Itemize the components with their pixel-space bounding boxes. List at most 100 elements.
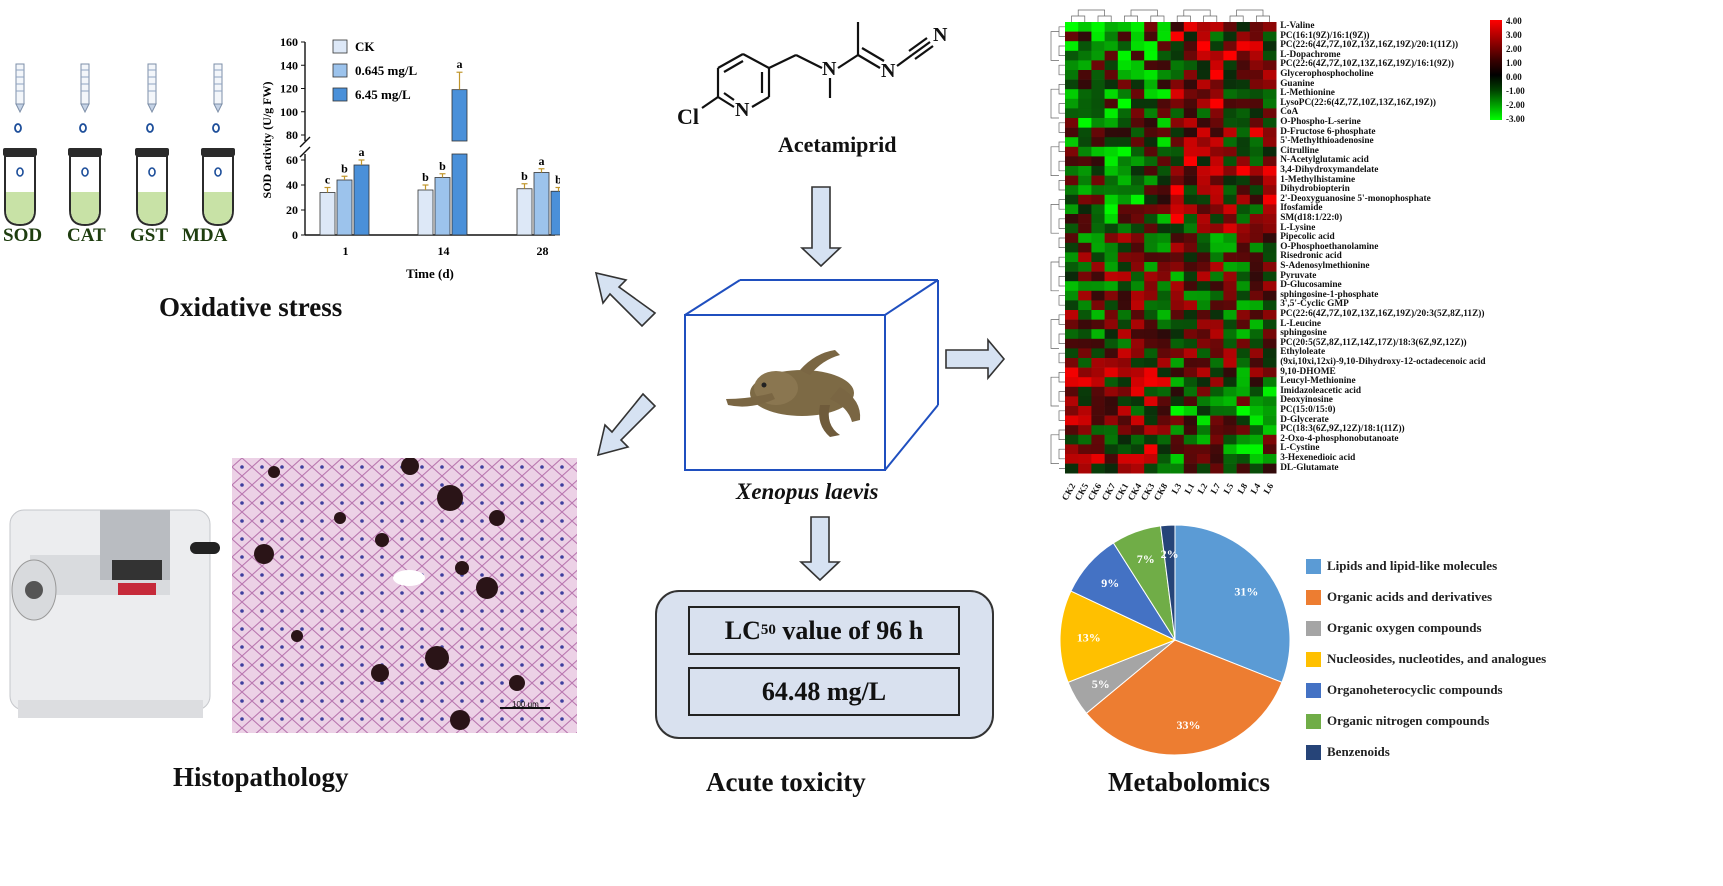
heatmap-cell <box>1197 358 1211 368</box>
heatmap-cell <box>1197 79 1211 90</box>
heatmap-cell <box>1144 223 1158 234</box>
heatmap-cell <box>1104 338 1119 349</box>
heatmap-cell <box>1223 118 1237 128</box>
heatmap-cell <box>1223 386 1237 397</box>
heatmap-cell <box>1117 98 1132 109</box>
heatmap-cell <box>1131 367 1145 378</box>
heatmap-cell <box>1263 118 1277 128</box>
heatmap-cell <box>1065 281 1079 292</box>
heatmap-cell <box>1144 185 1158 196</box>
heatmap-cell <box>1117 194 1132 205</box>
heatmap-cell <box>1223 290 1237 301</box>
heatmap-cell <box>1117 415 1132 426</box>
heatmap-row-label: Risedronic acid <box>1280 251 1342 262</box>
scale-tick-label: 4.00 <box>1506 16 1522 26</box>
heatmap-cell <box>1078 242 1092 253</box>
heatmap-cell <box>1223 396 1237 407</box>
heatmap-cell <box>1157 31 1171 42</box>
heatmap-cell <box>1104 137 1119 148</box>
heatmap-cell <box>1157 194 1171 205</box>
heatmap-cell <box>1263 310 1277 320</box>
heatmap-cell <box>1197 319 1211 330</box>
heatmap-cell <box>1065 223 1079 234</box>
heatmap-cell <box>1170 396 1185 407</box>
heatmap-cell <box>1065 108 1079 119</box>
heatmap-cell <box>1078 348 1092 359</box>
heatmap-cell <box>1157 60 1171 71</box>
heatmap-cell <box>1236 386 1251 397</box>
heatmap-cell <box>1210 425 1224 436</box>
scale-tick-label: 3.00 <box>1506 30 1522 40</box>
heatmap-cell <box>1197 118 1211 128</box>
heatmap-cell <box>1210 89 1224 100</box>
heatmap-cell <box>1065 166 1079 176</box>
heatmap-cell <box>1210 156 1224 167</box>
heatmap-cell <box>1236 300 1251 311</box>
heatmap-cell <box>1197 252 1211 263</box>
heatmap-cell <box>1117 146 1132 157</box>
heatmap-cell <box>1131 444 1145 455</box>
heatmap-cell <box>1236 108 1251 119</box>
heatmap-cell <box>1223 166 1237 176</box>
heatmap-cell <box>1091 396 1105 407</box>
heatmap-cell <box>1197 204 1211 215</box>
heatmap-cell <box>1170 463 1185 474</box>
heatmap-cell <box>1091 290 1105 301</box>
heatmap-cell <box>1117 233 1132 244</box>
heatmap-cell <box>1091 300 1105 311</box>
heatmap-cell <box>1144 70 1158 80</box>
heatmap-cell <box>1078 79 1092 90</box>
heatmap-cell <box>1197 166 1211 176</box>
heatmap-cell <box>1157 70 1171 80</box>
heatmap-cell <box>1091 108 1105 119</box>
heatmap-cell <box>1210 338 1224 349</box>
heatmap-cell <box>1263 377 1277 388</box>
heatmap-cell <box>1223 156 1237 167</box>
heatmap-row-label: S-Adenosylmethionine <box>1280 261 1370 271</box>
tube-mda <box>201 63 235 227</box>
heatmap-cell <box>1197 300 1211 311</box>
heatmap-cell <box>1117 118 1132 128</box>
heatmap-cell <box>1249 214 1264 224</box>
heatmap-cell <box>1117 175 1132 186</box>
heatmap-cell <box>1236 22 1251 32</box>
heatmap-cell <box>1131 454 1145 464</box>
heatmap-cell <box>1249 300 1264 311</box>
heatmap-cell <box>1131 31 1145 42</box>
heatmap-cell <box>1183 252 1198 263</box>
heatmap-cell <box>1170 281 1185 292</box>
heatmap-cell <box>1170 89 1185 100</box>
legend-label: CK <box>355 39 375 54</box>
heatmap-cell <box>1183 386 1198 397</box>
heatmap-cell <box>1210 386 1224 397</box>
tube-label-cat: CAT <box>67 225 106 246</box>
heatmap-cell <box>1223 127 1237 138</box>
pie-legend-swatch <box>1306 652 1321 667</box>
heatmap-cell <box>1210 50 1224 61</box>
heatmap-cell <box>1197 50 1211 61</box>
pie-slice-label: 5% <box>1092 677 1110 691</box>
heatmap-cell <box>1104 425 1119 436</box>
heatmap-cell <box>1157 118 1171 128</box>
heatmap-cell <box>1197 281 1211 292</box>
heatmap-cell <box>1144 444 1158 455</box>
heatmap-cell <box>1249 137 1264 148</box>
heatmap-cell <box>1210 118 1224 128</box>
heatmap-cell <box>1249 70 1264 80</box>
heatmap-cell <box>1249 252 1264 263</box>
heatmap-cell <box>1157 242 1171 253</box>
heatmap-cell <box>1157 425 1171 436</box>
heatmap-cell <box>1104 396 1119 407</box>
tube-sod <box>3 63 37 227</box>
heatmap-cell <box>1078 406 1092 416</box>
heatmap-cell <box>1210 396 1224 407</box>
heatmap-cell <box>1091 425 1105 436</box>
heatmap-cell <box>1170 108 1185 119</box>
heatmap-cell <box>1197 194 1211 205</box>
heatmap-cell <box>1210 262 1224 272</box>
heatmap-cell <box>1091 79 1105 90</box>
heatmap-cell <box>1197 406 1211 416</box>
heatmap-cell <box>1144 166 1158 176</box>
heatmap-cell <box>1078 166 1092 176</box>
